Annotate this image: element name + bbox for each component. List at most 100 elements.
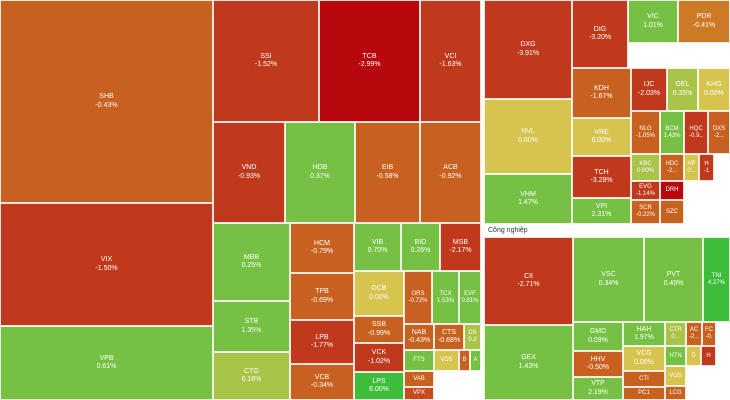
tile-bcm[interactable]: BCM 1.43%	[660, 111, 684, 154]
tile-pvt[interactable]: PVT 0.49%	[644, 237, 703, 322]
tile-vtp[interactable]: VTP 2.19%	[573, 377, 623, 400]
tile-stb[interactable]: STB 1.35%	[213, 301, 290, 352]
tile-hhv[interactable]: HHV -0.50%	[573, 351, 623, 377]
tile-hqc[interactable]: HQC -0.9..	[684, 111, 708, 154]
tile-msb[interactable]: MSB -2.17%	[440, 223, 481, 271]
tile-vre[interactable]: VRE 0.00%	[572, 118, 631, 156]
tile-vix[interactable]: VIX -1.50%	[0, 203, 213, 326]
tile-tni[interactable]: TNI 4.27%	[703, 237, 730, 322]
tile-cii[interactable]: CII -2.71%	[484, 237, 573, 325]
tile-vcg[interactable]: VCG 0.00%	[623, 346, 665, 371]
tile-d[interactable]: D	[686, 346, 701, 366]
tile-vpx[interactable]: VPX	[404, 387, 434, 400]
tile-ssb[interactable]: SSB -0.99%	[354, 316, 404, 343]
tile-mbb[interactable]: MBB 0.25%	[213, 223, 290, 301]
tile-drh[interactable]: DRH	[660, 181, 684, 200]
tile-gel[interactable]: GEL 0.35%	[667, 68, 698, 111]
tile-vci[interactable]: VCI -1.63%	[420, 0, 481, 122]
tile-ors[interactable]: ORS -0.72%	[404, 271, 432, 324]
tile-h[interactable]: H -1	[699, 154, 714, 181]
tile-hp[interactable]: HP 0...	[684, 154, 699, 181]
tile-cts[interactable]: CTS -0.68%	[434, 324, 464, 350]
tile-symbol: HDB	[312, 164, 328, 172]
tile-vck[interactable]: VCK -1.02%	[354, 343, 404, 372]
tile-change: -1.77%	[310, 342, 334, 349]
tile-nlg[interactable]: NLG -1.05%	[631, 111, 660, 154]
tile-nab[interactable]: NAB -0.43%	[404, 324, 434, 350]
tile-change: 0.09%	[588, 336, 608, 344]
tile-vcb[interactable]: VCB -0.34%	[290, 364, 354, 400]
tile-szc[interactable]: SZC	[660, 200, 684, 224]
tile-change: 0.00%	[704, 89, 724, 97]
tile-tcb[interactable]: TCB -2.99%	[319, 0, 420, 122]
tile-change: 0.25%	[241, 262, 262, 269]
tile-tch[interactable]: TCH -3.28%	[572, 156, 631, 198]
tile-gmd[interactable]: GMD 0.09%	[573, 322, 623, 351]
tile-symbol: EIB	[381, 164, 394, 172]
tile-ac[interactable]: AC -2...	[686, 322, 702, 346]
tile-symbol: VCI	[444, 52, 457, 60]
tile-ijc[interactable]: IJC -2.03%	[631, 68, 667, 111]
tile-nvl[interactable]: NVL 0.00%	[484, 99, 572, 174]
tile-vds[interactable]: VDS	[434, 350, 459, 371]
tile-symbol: CTR	[669, 327, 682, 334]
tile-vos[interactable]: VOS	[665, 366, 686, 386]
tile-kdh[interactable]: KDH -1.67%	[572, 68, 631, 118]
tile-dxg[interactable]: DXG -3.91%	[484, 0, 572, 99]
tile-tpb[interactable]: TPB -0.69%	[290, 273, 354, 320]
tile-ctr[interactable]: CTR 0...	[665, 322, 686, 346]
tile-gex[interactable]: GEX 1.43%	[484, 325, 573, 400]
tile-acb[interactable]: ACB -0.92%	[420, 122, 481, 223]
tile-htn[interactable]: HTN	[665, 346, 686, 366]
tile-symbol: TPB	[315, 288, 329, 296]
tile-vsc[interactable]: VSC 0.34%	[573, 237, 644, 322]
tile-change: -1.14%	[635, 190, 655, 197]
tile-vpb[interactable]: VPB 0.61%	[0, 326, 213, 400]
tile-ctg[interactable]: CTG 0.16%	[213, 352, 290, 400]
tile-symbol: NLG	[639, 125, 652, 132]
tile-b[interactable]: B	[459, 350, 470, 371]
tile-symbol: KBC	[639, 160, 652, 167]
tile-change: 6.00%	[369, 386, 389, 393]
tile-lpb[interactable]: LPB -1.77%	[290, 320, 354, 364]
tile-vab[interactable]: VAB	[404, 371, 434, 387]
tile-h[interactable]: H	[701, 346, 716, 366]
tile-scr[interactable]: SCR -0.22%	[631, 200, 660, 224]
tile-change: -1.05%	[635, 132, 655, 139]
tile-symbol: ACB	[443, 164, 458, 172]
tile-shb[interactable]: SHB -0.43%	[0, 0, 213, 203]
tile-hah[interactable]: HAH 1.97%	[623, 322, 665, 346]
tile-khg[interactable]: KHG 0.00%	[698, 68, 730, 111]
tile-fc[interactable]: FC -0.	[702, 322, 716, 346]
tile-symbol: FC	[705, 327, 713, 334]
tile-evf[interactable]: EVF 0.81%	[459, 271, 481, 324]
tile-pc1[interactable]: PC1	[623, 387, 665, 400]
tile-vnd[interactable]: VND -0.93%	[213, 122, 285, 223]
tile-dig[interactable]: DIG -3.20%	[572, 0, 628, 68]
tile-lps[interactable]: LPS 6.00%	[354, 372, 404, 400]
tile-hcm[interactable]: HCM -0.79%	[290, 223, 354, 273]
tile-kbc[interactable]: KBC 0.00%	[631, 154, 660, 181]
tile-evg[interactable]: EVG -1.14%	[631, 181, 660, 200]
tile-cti[interactable]: CTI	[623, 371, 665, 387]
tile-vhm[interactable]: VHM 1.47%	[484, 174, 572, 224]
tile-lcg[interactable]: LCG	[665, 386, 686, 400]
tile-hdc[interactable]: HDC -2...	[660, 154, 684, 181]
tile-vic[interactable]: VIC 1.01%	[628, 0, 678, 43]
tile-vpi[interactable]: VPI 2.31%	[572, 198, 631, 224]
tile-hdb[interactable]: HDB 0.37%	[285, 122, 355, 223]
tile-bid[interactable]: BID 0.26%	[401, 223, 440, 271]
tile-pdr[interactable]: PDR -0.41%	[678, 0, 730, 43]
tile-symbol: CTS	[442, 328, 456, 336]
tile-ssi[interactable]: SSI -1.52%	[213, 0, 319, 122]
tile-change: -0.9..	[689, 132, 703, 139]
tile-tcx[interactable]: TCX 1.53%	[432, 271, 459, 324]
tile-symbol: CTI	[639, 375, 649, 382]
tile-a[interactable]: A	[470, 350, 481, 371]
tile-ocb[interactable]: OCB 0.00%	[354, 271, 404, 316]
tile-fts[interactable]: FTS	[404, 350, 434, 371]
tile-vib[interactable]: VIB 0.70%	[354, 223, 401, 271]
tile-ds[interactable]: DS 0.2	[464, 324, 481, 350]
tile-eib[interactable]: EIB -0.58%	[355, 122, 420, 223]
tile-dxs[interactable]: DXS -2...	[708, 111, 730, 154]
